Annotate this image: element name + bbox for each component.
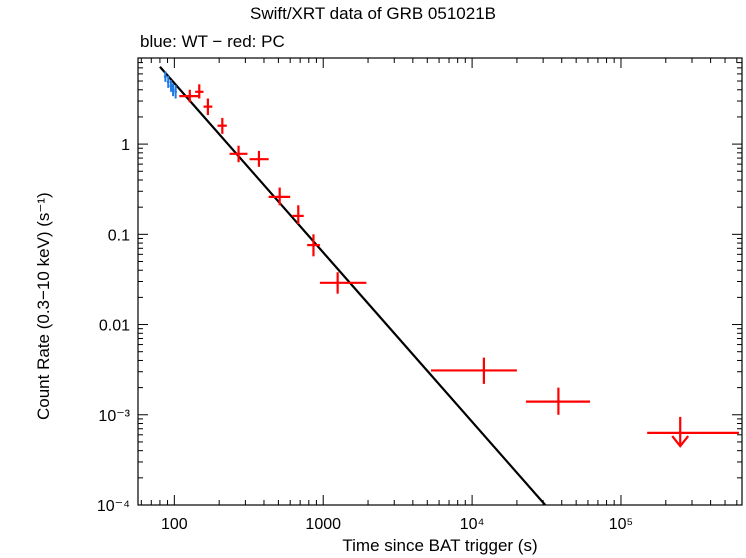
- plot-frame: [137, 57, 743, 506]
- data-point-wt: [172, 83, 175, 97]
- data-point-pc: [307, 234, 320, 257]
- axis-ticks-layer: 100 1000 10⁴ 10⁵ 10⁻⁴ 10⁻³ 0.01 0.1 1: [97, 57, 742, 533]
- data-point-pc: [229, 145, 248, 163]
- y-tick-label: 10⁻⁴: [97, 498, 130, 515]
- x-tick-label: 10⁵: [609, 516, 633, 533]
- data-point-pc: [179, 89, 200, 103]
- y-tick-label: 10⁻³: [98, 408, 130, 425]
- data-point-wt: [174, 85, 177, 99]
- model-fit-line: [159, 66, 547, 505]
- series-pc: [179, 84, 739, 448]
- data-point-pc: [268, 187, 291, 206]
- data-point-pc: [217, 117, 227, 134]
- data-point-pc: [431, 357, 517, 384]
- data-point-pc: [647, 416, 739, 448]
- data-point-pc: [525, 387, 591, 415]
- data-point-pc: [319, 272, 367, 294]
- chart-title: Swift/XRT data of GRB 051021B: [249, 4, 496, 23]
- y-tick-label: 0.1: [108, 227, 130, 244]
- data-point-pc: [203, 98, 213, 116]
- x-tick-label: 1000: [305, 516, 341, 533]
- data-points-layer: [163, 71, 739, 448]
- data-point-wt: [166, 75, 170, 88]
- series-wt: [163, 71, 177, 99]
- y-tick-label: 1: [121, 137, 130, 154]
- x-axis-label: Time since BAT trigger (s): [342, 536, 538, 555]
- data-point-pc: [249, 150, 269, 167]
- y-tick-label: 0.01: [99, 318, 130, 335]
- model-layer: [159, 66, 547, 505]
- x-tick-label: 10⁴: [460, 516, 485, 533]
- x-tick-label: 100: [161, 516, 188, 533]
- data-point-pc: [195, 84, 204, 99]
- data-point-pc: [292, 205, 304, 225]
- chart-subtitle: blue: WT − red: PC: [140, 32, 285, 51]
- data-point-wt: [169, 80, 173, 92]
- data-point-wt: [163, 71, 167, 82]
